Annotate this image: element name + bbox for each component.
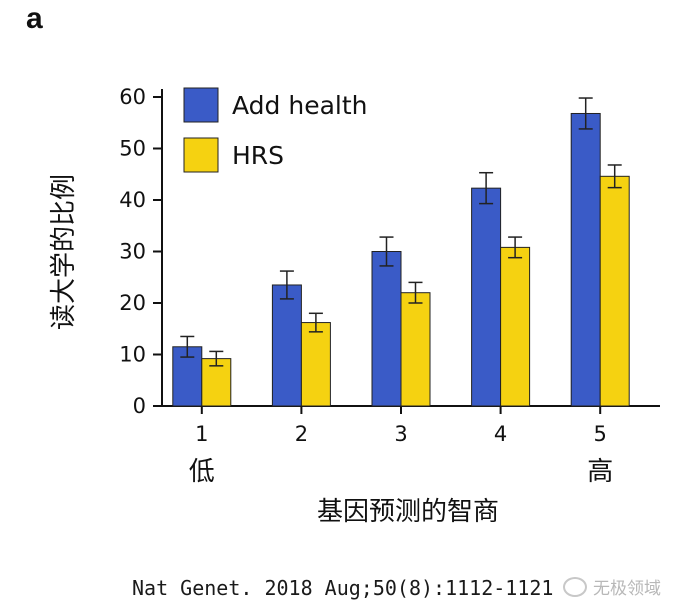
y-tick-label: 0	[133, 394, 146, 418]
bar	[400, 292, 431, 407]
y-tick-label: 20	[119, 291, 146, 315]
legend-swatch	[183, 137, 219, 173]
bar	[471, 187, 502, 407]
x-tick-label: 5	[594, 422, 607, 446]
bar-chart: 0 10 20 30 40 50 60 1 2 3 4 5 低 高 Add health HRS 读大学的…	[49, 85, 660, 527]
legend-swatch	[183, 87, 219, 123]
chat-bubble-icon	[563, 577, 587, 597]
bar	[300, 322, 331, 407]
x-tick-label: 2	[295, 422, 308, 446]
bars	[172, 97, 630, 407]
x-axis-title: 基因预测的智商	[317, 497, 499, 527]
legend-label: Add health	[232, 91, 368, 120]
bar	[570, 112, 601, 407]
bar	[599, 175, 630, 407]
bar	[371, 251, 402, 407]
watermark: 无极领域	[563, 574, 661, 599]
legend-label: HRS	[232, 141, 284, 170]
y-tick-label: 50	[119, 137, 146, 161]
y-tick-label: 40	[119, 188, 146, 212]
x-low-label: 低	[189, 457, 215, 487]
x-tick-label: 3	[394, 422, 407, 446]
y-axis-title: 读大学的比例	[49, 174, 79, 330]
watermark-text: 无极领域	[593, 579, 661, 599]
y-tick-label: 10	[119, 343, 146, 367]
y-tick-label: 30	[119, 240, 146, 264]
x-tick-label: 4	[494, 422, 507, 446]
legend: Add health HRS	[183, 87, 368, 173]
y-axis: 0 10 20 30 40 50 60	[119, 85, 163, 418]
bar	[271, 284, 302, 407]
bar	[500, 246, 531, 407]
x-tick-label: 1	[195, 422, 208, 446]
y-tick-label: 60	[119, 85, 146, 109]
x-high-label: 高	[587, 457, 613, 487]
panel-label: a	[26, 2, 43, 35]
citation: Nat Genet. 2018 Aug;50(8):1112-1121	[132, 576, 554, 600]
x-axis: 1 2 3 4 5 低 高	[162, 405, 660, 487]
